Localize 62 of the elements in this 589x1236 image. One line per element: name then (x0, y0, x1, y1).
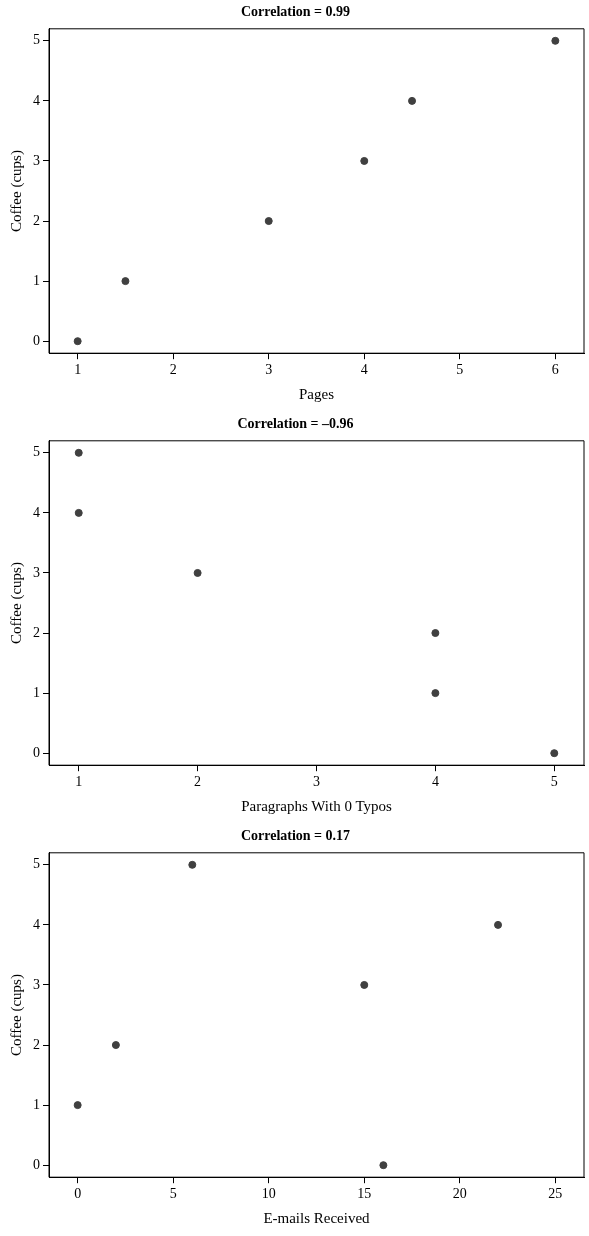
point (550, 749, 559, 758)
x-tick-label: 25 (548, 1186, 563, 1202)
point (494, 920, 503, 929)
y-tick-label: 3 (33, 152, 40, 168)
point (74, 508, 83, 517)
chart-title: Correlation = –0.96 (237, 416, 354, 432)
y-axis-title: Coffee (cups) (7, 150, 25, 232)
y-tick-label: 0 (33, 1156, 40, 1172)
x-tick-label: 0 (74, 1186, 82, 1202)
x-tick-label: 1 (75, 774, 83, 790)
y-tick-label: 1 (33, 272, 40, 288)
y-tick-label: 5 (33, 856, 40, 872)
x-axis-title: Paragraphs With 0 Typos (241, 797, 393, 814)
y-tick-label: 4 (33, 916, 40, 932)
y-tick-label: 1 (33, 1096, 40, 1112)
x-tick-label: 15 (357, 1186, 372, 1202)
y-tick-label: 5 (33, 444, 40, 460)
point (431, 629, 440, 638)
y-tick-label: 5 (33, 32, 40, 48)
x-tick-label: 4 (431, 774, 439, 790)
x-tick-label: 1 (74, 362, 82, 378)
x-tick-label: 3 (313, 774, 320, 790)
y-tick-label: 2 (33, 624, 40, 640)
chart-title: Correlation = 0.17 (240, 828, 351, 844)
y-tick-label: 0 (33, 744, 40, 760)
x-tick-label: 2 (169, 362, 177, 378)
y-tick-label: 1 (33, 684, 40, 700)
x-tick-label: 4 (360, 362, 368, 378)
point (264, 217, 273, 226)
point (74, 448, 83, 457)
x-tick-label: 6 (551, 362, 559, 378)
point (121, 277, 130, 286)
x-axis-title: Pages (299, 385, 335, 402)
point (193, 568, 202, 577)
x-tick-label: 5 (550, 774, 558, 790)
x-tick-label: 5 (456, 362, 464, 378)
y-axis-title: Coffee (cups) (7, 562, 25, 644)
point (379, 1161, 388, 1170)
point (188, 860, 197, 869)
y-tick-label: 3 (33, 976, 40, 992)
x-tick-label: 5 (169, 1186, 177, 1202)
point (408, 96, 417, 105)
point (360, 980, 369, 989)
y-tick-label: 3 (33, 564, 40, 580)
y-tick-label: 4 (33, 92, 40, 108)
x-tick-label: 2 (194, 774, 202, 790)
x-tick-label: 3 (265, 362, 273, 378)
y-tick-label: 2 (33, 212, 40, 228)
x-tick-label: 20 (452, 1186, 467, 1202)
point (431, 689, 440, 698)
chart-title: Correlation = 0.99 (240, 4, 351, 20)
point (360, 156, 369, 165)
point (111, 1041, 120, 1050)
point (73, 337, 82, 346)
x-tick-label: 10 (261, 1186, 276, 1202)
y-tick-label: 2 (33, 1036, 40, 1052)
x-axis-title: E-mails Received (263, 1209, 371, 1226)
y-axis-title: Coffee (cups) (7, 974, 25, 1056)
y-tick-label: 4 (33, 504, 40, 520)
point (551, 36, 560, 45)
point (73, 1101, 82, 1110)
y-tick-label: 0 (33, 332, 40, 348)
